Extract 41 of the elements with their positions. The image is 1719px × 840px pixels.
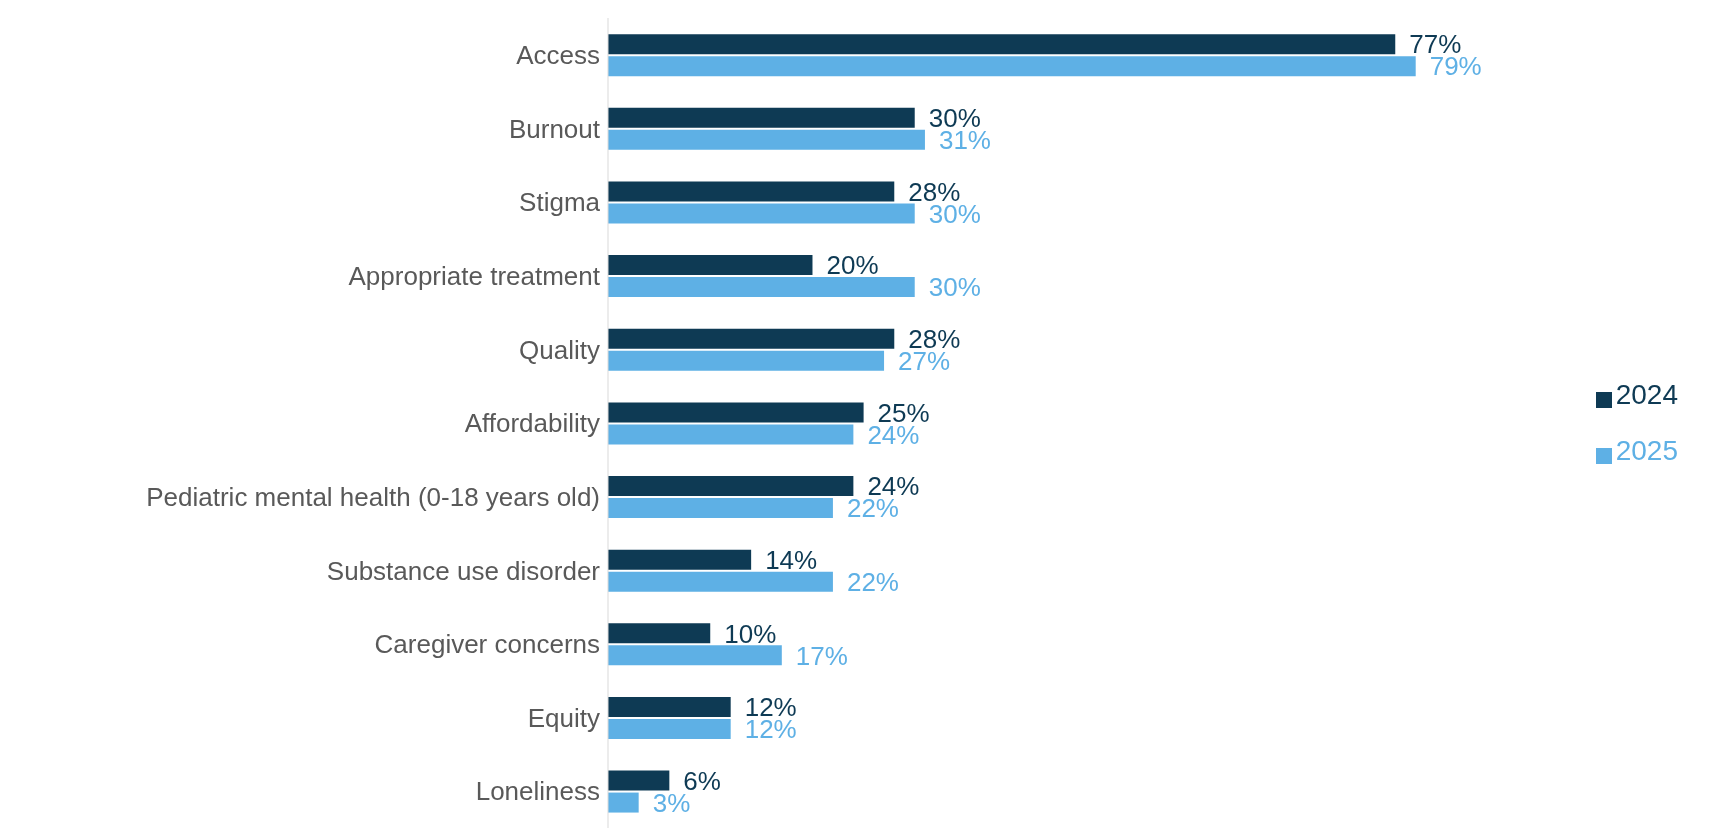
bar	[608, 623, 711, 644]
data-label: 10%	[724, 618, 777, 649]
bar	[608, 770, 670, 791]
data-label: 30%	[928, 272, 981, 303]
bar	[608, 696, 731, 717]
bar	[608, 718, 731, 739]
bar	[608, 277, 915, 298]
bar	[608, 203, 915, 224]
bar	[608, 476, 854, 497]
y-tick-label: Substance use disorder	[326, 555, 601, 586]
y-tick-label: Pediatric mental health (0-18 years old)	[146, 481, 600, 512]
bar	[608, 645, 782, 666]
bar	[608, 402, 864, 423]
bar	[608, 424, 854, 445]
bar	[608, 792, 639, 813]
y-tick-label: Stigma	[519, 187, 601, 218]
bar	[608, 571, 833, 592]
bar	[608, 498, 833, 519]
y-tick-label: Caregiver concerns	[374, 629, 600, 660]
data-label: 17%	[795, 640, 848, 671]
bar	[608, 129, 925, 150]
y-tick-label: Equity	[527, 702, 600, 733]
y-tick-label: Quality	[519, 334, 600, 365]
bar	[608, 56, 1416, 77]
bar	[608, 255, 813, 276]
legend-label: 2024	[1615, 379, 1678, 410]
bar	[608, 350, 885, 371]
y-tick-label: Access	[516, 40, 600, 71]
y-tick-label: Loneliness	[475, 776, 600, 807]
bar	[608, 181, 895, 202]
legend-label: 2025	[1615, 435, 1678, 466]
y-tick-label: Affordability	[464, 408, 600, 439]
data-label: 22%	[846, 566, 899, 597]
data-label: 14%	[765, 544, 818, 575]
y-tick-label: Appropriate treatment	[348, 260, 601, 291]
data-label: 20%	[826, 250, 879, 281]
bar	[608, 328, 895, 349]
y-tick-label: Burnout	[508, 113, 601, 144]
bar	[608, 34, 1396, 55]
bar	[608, 107, 915, 128]
bar	[608, 549, 752, 570]
